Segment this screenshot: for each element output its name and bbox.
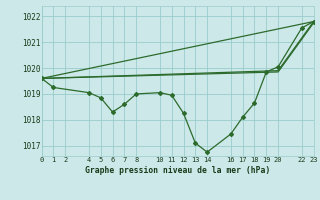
X-axis label: Graphe pression niveau de la mer (hPa): Graphe pression niveau de la mer (hPa) — [85, 166, 270, 175]
